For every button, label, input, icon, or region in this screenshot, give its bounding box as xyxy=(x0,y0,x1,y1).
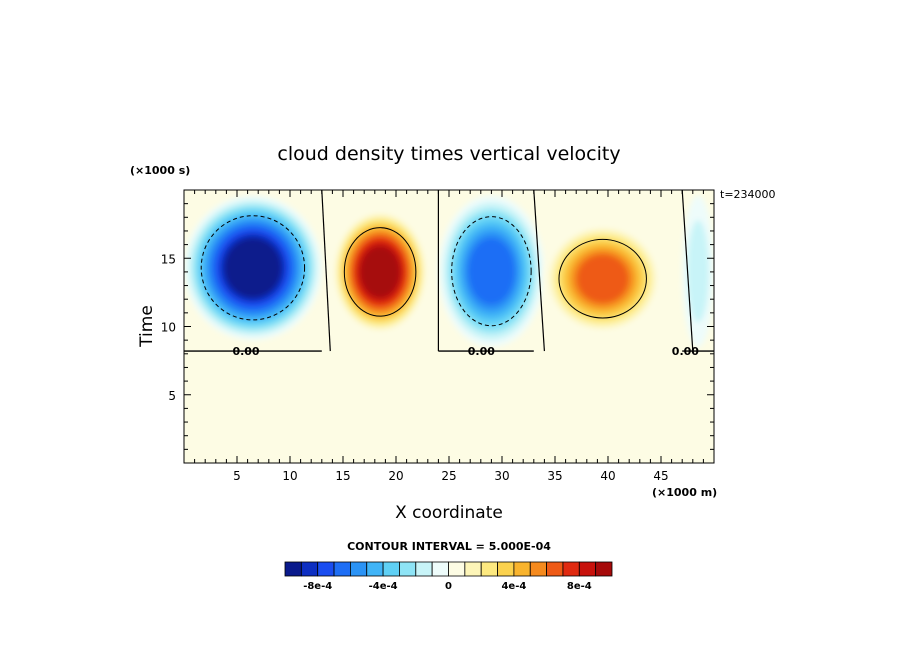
heatmap-field xyxy=(184,195,714,347)
colorbar-swatch xyxy=(284,561,302,577)
colorbar-labels: -8e-4 -4e-4 0 4e-4 8e-4 xyxy=(303,581,592,592)
x-tick-label: 5 xyxy=(233,469,241,483)
y-axis-title: Time xyxy=(137,305,157,348)
colorbar-swatch xyxy=(464,561,482,577)
time-stamp-label: t=234000 xyxy=(720,188,776,201)
heatmap-cell xyxy=(332,210,428,334)
colorbar-label: 0 xyxy=(445,581,452,592)
y-unit-label: (×1000 s) xyxy=(130,164,190,177)
colorbar-swatch xyxy=(595,561,613,577)
zero-contour-line xyxy=(533,190,545,352)
colorbar-swatch xyxy=(448,561,466,577)
heatmap-level xyxy=(224,237,282,298)
colorbar-swatch xyxy=(300,561,319,577)
plot-area: 0.00 0.00 0.00 5 10 15 20 25 30 35 40 45 5 10 15 xyxy=(161,189,715,483)
colorbar-swatch xyxy=(497,561,515,577)
colorbar-swatch xyxy=(415,561,433,577)
colorbar-swatch xyxy=(382,561,400,577)
y-tick-label: 10 xyxy=(161,321,176,335)
y-tick-label: 15 xyxy=(161,252,176,266)
x-tick-label: 30 xyxy=(494,469,509,483)
core-contour-line xyxy=(451,216,532,327)
colorbar-label: 8e-4 xyxy=(567,581,592,592)
x-tick-label: 45 xyxy=(653,469,668,483)
colorbar-swatch xyxy=(399,561,417,577)
contour-interval-text: CONTOUR INTERVAL = 5.000E-04 xyxy=(347,540,551,553)
colorbar-swatch xyxy=(513,561,531,577)
x-tick-label: 20 xyxy=(388,469,403,483)
zero-contour-line xyxy=(321,190,331,352)
zero-contour-label: 0.00 xyxy=(232,345,259,358)
colorbar-swatch xyxy=(480,561,498,577)
colorbar-swatch xyxy=(562,561,580,577)
heatmap-level xyxy=(467,237,515,305)
heatmap-level xyxy=(360,246,400,298)
colorbar-swatch xyxy=(578,561,597,577)
x-axis-title: X coordinate xyxy=(395,503,503,523)
colorbar-swatch xyxy=(366,561,384,577)
core-contour-line xyxy=(200,215,306,321)
contour-lines: 0.00 0.00 0.00 xyxy=(184,190,714,358)
chart-title: cloud density times vertical velocity xyxy=(277,143,620,165)
x-tick-label: 35 xyxy=(547,469,562,483)
heatmap-cell xyxy=(438,195,545,347)
colorbar-label: -4e-4 xyxy=(369,581,398,592)
colorbar xyxy=(284,561,613,577)
x-tick-label: 40 xyxy=(600,469,615,483)
zero-contour-label: 0.00 xyxy=(672,345,699,358)
colorbar-label: -8e-4 xyxy=(303,581,332,592)
zero-contour-line xyxy=(681,190,694,352)
y-tick-label: 5 xyxy=(168,389,176,403)
colorbar-swatch xyxy=(349,561,368,577)
heatmap-cell xyxy=(184,195,322,341)
zero-contour-label: 0.00 xyxy=(468,345,495,358)
colorbar-swatch xyxy=(333,561,351,577)
x-tick-label: 10 xyxy=(282,469,297,483)
heatmap-level xyxy=(687,220,709,323)
core-contour-line xyxy=(558,238,647,319)
x-axis-ticks: 5 10 15 20 25 30 35 40 45 xyxy=(194,190,704,483)
colorbar-label: 4e-4 xyxy=(501,581,526,592)
colorbar-swatch xyxy=(317,561,335,577)
heatmap-cell xyxy=(544,224,661,334)
x-unit-label: (×1000 m) xyxy=(652,486,717,499)
colorbar-swatch xyxy=(529,561,548,577)
colorbar-swatch xyxy=(431,561,449,577)
x-tick-label: 25 xyxy=(441,469,456,483)
colorbar-swatch xyxy=(546,561,564,577)
core-contour-line xyxy=(343,227,417,317)
x-tick-label: 15 xyxy=(335,469,350,483)
y-axis-ticks: 5 10 15 xyxy=(161,203,714,450)
heatmap-level xyxy=(576,254,629,303)
